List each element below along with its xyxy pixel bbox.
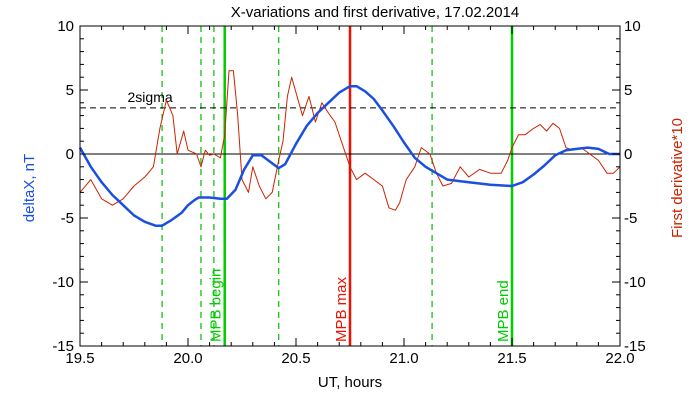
sigma-label: 2sigma <box>128 89 173 105</box>
x-tick-label: 22.0 <box>605 350 634 367</box>
x-tick-label: 19.5 <box>65 350 94 367</box>
y-tick-label-left: -15 <box>52 338 74 355</box>
y-tick-label-left: 10 <box>57 18 74 35</box>
y-tick-label-right: -10 <box>624 274 646 291</box>
x-tick-label: 21.5 <box>497 350 526 367</box>
series-layer <box>78 70 621 227</box>
series-line-1 <box>79 70 621 211</box>
x-tick-label: 20.0 <box>173 350 202 367</box>
y-tick-label-left: -10 <box>52 274 74 291</box>
series-line-0 <box>78 84 620 227</box>
plot-area: 2sigma MPB begin MPB max MPB end <box>78 25 621 347</box>
y-tick-label-left: 5 <box>66 82 74 99</box>
y-axis-right-title: First derivative*10 <box>669 118 686 238</box>
y-axis-left-title: deltaX, nT <box>21 154 38 222</box>
vertical-markers <box>161 26 514 346</box>
marker-labels: MPB begin MPB max MPB end <box>208 269 512 342</box>
y-tick-label-right: -5 <box>624 210 637 227</box>
chart-title: X-variations and first derivative, 17.02… <box>231 4 520 21</box>
y-tick-label-right: 0 <box>624 146 632 163</box>
y-tick-label-left: 0 <box>66 146 74 163</box>
marker-label-7: MPB end <box>495 280 512 342</box>
marker-label-3: MPB begin <box>208 269 225 342</box>
plot-frame <box>79 25 621 347</box>
axis-ticks: 19.5 20.0 20.5 21.0 21.5 22.0 10 5 0 -5 -10 -15 10 5 0… <box>52 18 645 367</box>
x-tick-label: 20.5 <box>281 350 310 367</box>
y-tick-label-right: 5 <box>624 82 632 99</box>
marker-label-5: MPB max <box>333 276 350 342</box>
x-tick-label: 21.0 <box>389 350 418 367</box>
y-tick-label-left: -5 <box>61 210 74 227</box>
y-tick-label-right: 10 <box>624 18 641 35</box>
y-tick-label-right: -15 <box>624 338 646 355</box>
x-axis-title: UT, hours <box>318 374 382 391</box>
